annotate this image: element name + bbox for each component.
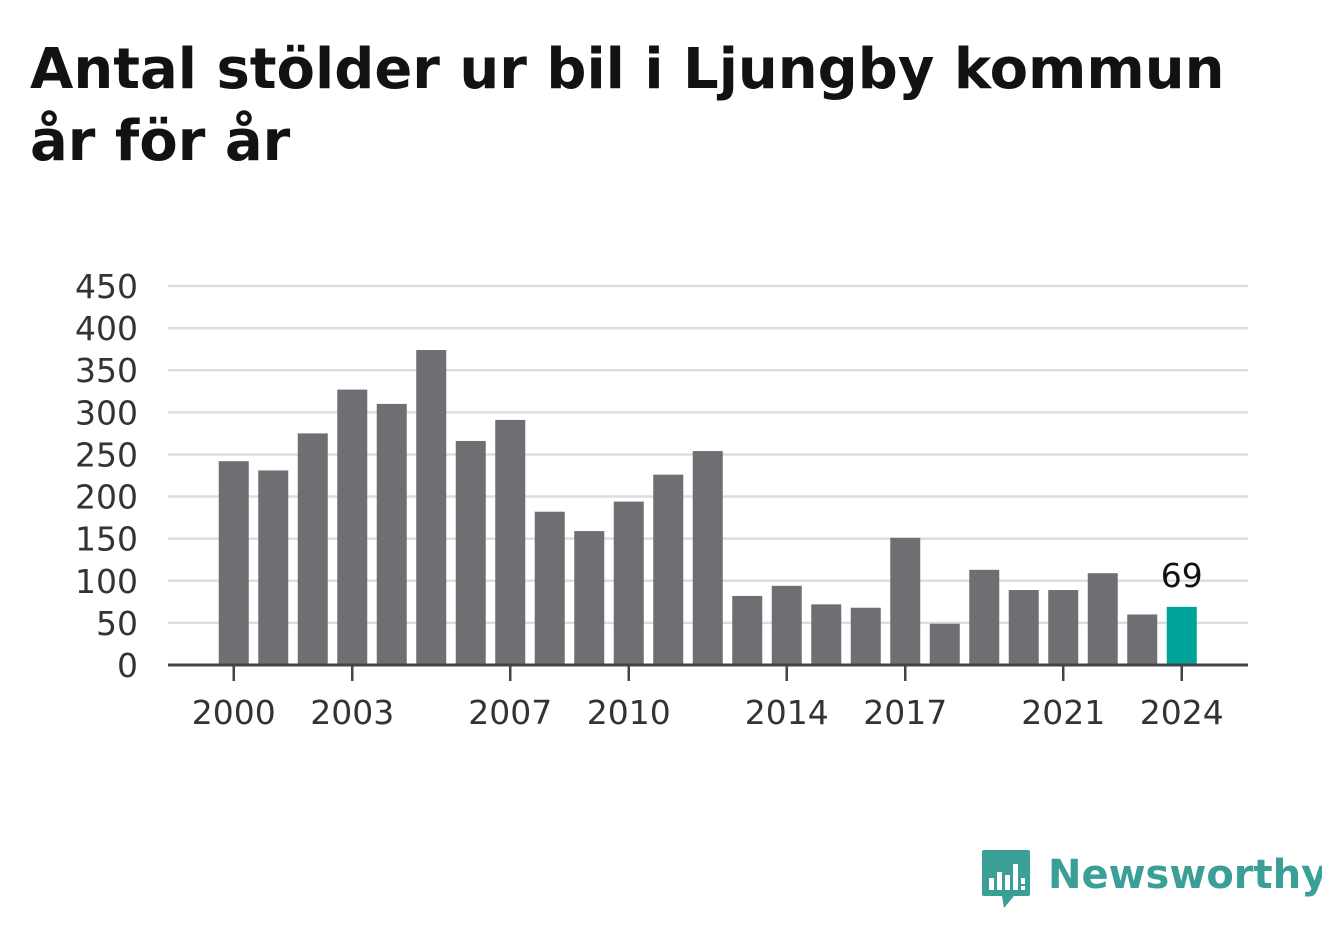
bars: [218, 350, 1197, 665]
bar-2018: [929, 623, 960, 665]
bar-2014: [771, 585, 802, 665]
bar-2011: [653, 474, 684, 665]
bar-2004: [376, 403, 407, 665]
y-tick-label: 50: [96, 604, 138, 643]
bar-2020: [1008, 590, 1039, 665]
x-tick-label: 2000: [192, 693, 276, 732]
x-tick-label: 2007: [468, 693, 552, 732]
chart-title-line-1: Antal stölder ur bil i Ljungby kommun: [30, 37, 1225, 102]
y-tick-label: 200: [75, 478, 138, 517]
y-tick-label: 150: [75, 520, 138, 559]
y-tick-label: 0: [117, 646, 138, 685]
data-labels: 69: [1161, 556, 1203, 595]
bar-2005: [416, 350, 447, 665]
newsworthy-logo: Newsworthy: [980, 848, 1322, 912]
bar-2001: [258, 470, 289, 665]
x-tick-label: 2010: [587, 693, 671, 732]
y-tick-label: 450: [75, 267, 138, 306]
bar-2016: [850, 607, 881, 665]
x-axis-ticks: 2000 2003 2007 2010 2014 2017 2021 2024: [192, 665, 1224, 732]
chart-title: Antal stölder ur bil i Ljungby kommun år…: [30, 34, 1290, 178]
y-tick-label: 400: [75, 309, 138, 348]
bar-2024: [1166, 606, 1197, 665]
bar-2003: [337, 389, 368, 665]
bar-2017: [890, 537, 921, 665]
chart-title-line-2: år för år: [30, 109, 291, 174]
x-tick-label: 2017: [863, 693, 947, 732]
bar-2022: [1087, 573, 1118, 665]
bar-2010: [613, 501, 644, 665]
bar-2009: [574, 531, 605, 665]
bar-2007: [495, 419, 526, 665]
data-label-2024: 69: [1161, 556, 1203, 595]
bar-2021: [1048, 590, 1079, 665]
bar-2008: [534, 511, 565, 665]
y-tick-label: 100: [75, 562, 138, 601]
y-tick-label: 250: [75, 435, 138, 474]
y-tick-label: 300: [75, 393, 138, 432]
brand-name: Newsworthy: [1048, 852, 1322, 898]
bar-2006: [455, 440, 486, 665]
x-tick-label: 2021: [1021, 693, 1105, 732]
bar-2015: [811, 604, 842, 665]
x-tick-label: 2003: [310, 693, 394, 732]
x-tick-label: 2014: [745, 693, 829, 732]
bar-2019: [969, 569, 1000, 665]
bar-2012: [692, 451, 723, 665]
bar-2023: [1127, 614, 1158, 665]
x-tick-label: 2024: [1140, 693, 1224, 732]
y-tick-label: 350: [75, 351, 138, 390]
bar-2002: [297, 433, 328, 665]
newsworthy-logo-icon: [982, 850, 1030, 908]
bar-2000: [218, 461, 249, 665]
bar-2013: [732, 595, 763, 665]
